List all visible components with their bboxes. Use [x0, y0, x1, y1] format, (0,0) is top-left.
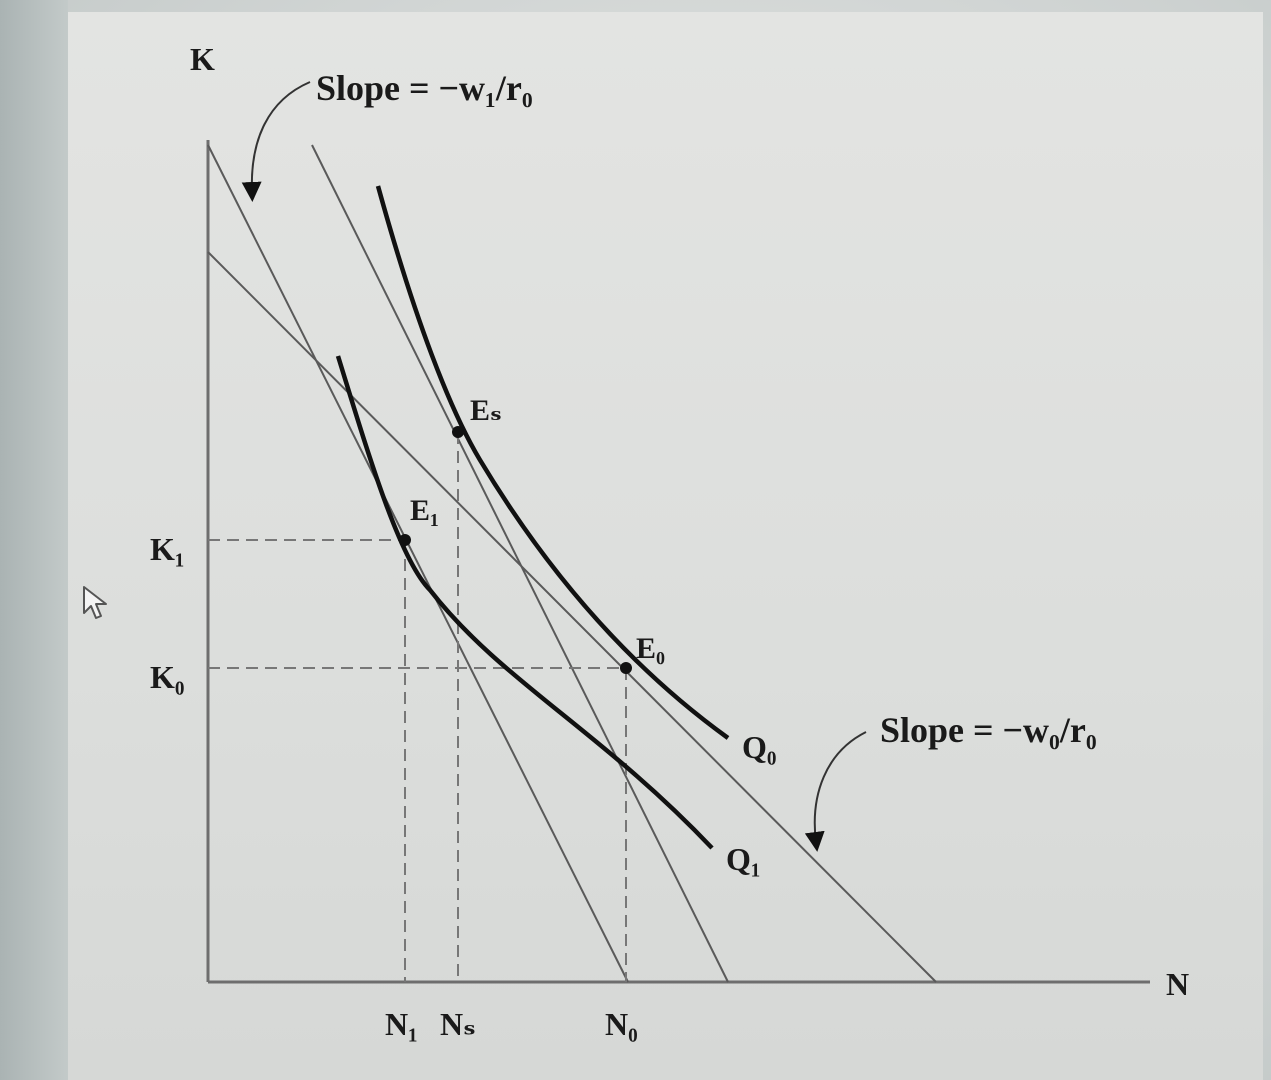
isoquant-q1 — [335, 355, 714, 850]
isoquant-q1-label: Q₁ — [726, 841, 760, 877]
mouse-pointer-icon — [83, 586, 107, 619]
slope-bottom-arrow — [804, 731, 867, 852]
slope-top-arrow — [241, 81, 311, 202]
point-es — [452, 426, 464, 438]
y-axis-label: K — [190, 41, 215, 77]
x-tick-ns: Nₛ — [440, 1006, 476, 1042]
isoquant-q0 — [375, 185, 730, 740]
y-tick-k0: K₀ — [150, 659, 184, 695]
slope-bottom-annotation: Slope = −w₀/r₀ — [880, 710, 1097, 750]
y-tick-k1: K₁ — [150, 531, 184, 567]
point-e0-label: E₀ — [636, 632, 665, 665]
figure-page — [68, 12, 1263, 1080]
point-es-label: Eₛ — [470, 394, 502, 427]
point-e0 — [620, 662, 632, 674]
isoquant-q0-label: Q₀ — [742, 729, 776, 765]
isocost-line-flat-e0 — [207, 251, 937, 983]
window-edge — [0, 0, 68, 1080]
isocost-line-steep-e1 — [207, 144, 629, 983]
x-tick-n1: N₁ — [385, 1006, 418, 1042]
x-axis-label: N — [1166, 966, 1189, 1002]
slope-top-annotation: Slope = −w₁/r₀ — [316, 68, 533, 108]
point-e1 — [399, 534, 411, 546]
x-tick-n0: N₀ — [605, 1006, 638, 1042]
point-e1-label: E₁ — [410, 494, 439, 527]
